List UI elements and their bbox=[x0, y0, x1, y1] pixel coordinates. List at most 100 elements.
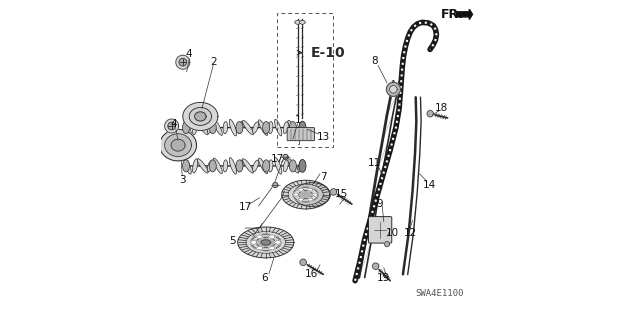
Polygon shape bbox=[294, 193, 299, 196]
Polygon shape bbox=[299, 190, 313, 199]
Polygon shape bbox=[313, 193, 318, 196]
Ellipse shape bbox=[229, 119, 237, 136]
FancyBboxPatch shape bbox=[287, 128, 315, 141]
Polygon shape bbox=[283, 154, 288, 160]
Text: SWA4E1100: SWA4E1100 bbox=[416, 289, 464, 298]
Polygon shape bbox=[282, 180, 330, 209]
Ellipse shape bbox=[300, 20, 305, 24]
Ellipse shape bbox=[213, 158, 222, 174]
Polygon shape bbox=[387, 82, 401, 96]
Text: 17: 17 bbox=[239, 202, 252, 212]
Text: 17: 17 bbox=[271, 154, 285, 164]
Polygon shape bbox=[179, 58, 187, 66]
Polygon shape bbox=[372, 263, 379, 269]
Text: 8: 8 bbox=[372, 56, 378, 66]
Ellipse shape bbox=[299, 160, 306, 172]
Ellipse shape bbox=[243, 159, 253, 173]
Ellipse shape bbox=[268, 160, 273, 172]
Ellipse shape bbox=[229, 158, 237, 174]
Polygon shape bbox=[183, 102, 218, 130]
Text: 18: 18 bbox=[435, 103, 449, 113]
Ellipse shape bbox=[236, 160, 243, 172]
Text: 2: 2 bbox=[210, 57, 216, 67]
Ellipse shape bbox=[262, 122, 269, 134]
Polygon shape bbox=[294, 187, 318, 202]
Polygon shape bbox=[252, 234, 280, 250]
Ellipse shape bbox=[288, 120, 299, 135]
Polygon shape bbox=[273, 182, 278, 188]
Polygon shape bbox=[456, 9, 472, 19]
Ellipse shape bbox=[193, 159, 198, 173]
Polygon shape bbox=[257, 247, 263, 250]
Ellipse shape bbox=[223, 122, 228, 134]
Ellipse shape bbox=[182, 122, 189, 134]
Text: 6: 6 bbox=[261, 272, 268, 283]
Ellipse shape bbox=[284, 122, 288, 134]
Ellipse shape bbox=[289, 122, 296, 134]
Polygon shape bbox=[269, 235, 275, 238]
Polygon shape bbox=[330, 189, 337, 195]
Ellipse shape bbox=[207, 160, 213, 172]
Text: E-10: E-10 bbox=[310, 46, 345, 60]
Ellipse shape bbox=[213, 120, 222, 136]
Polygon shape bbox=[298, 188, 303, 191]
Text: 16: 16 bbox=[305, 269, 318, 279]
Polygon shape bbox=[237, 227, 294, 258]
Polygon shape bbox=[427, 110, 433, 117]
Text: 19: 19 bbox=[376, 273, 390, 283]
Text: 4: 4 bbox=[170, 119, 177, 130]
Ellipse shape bbox=[184, 119, 191, 136]
Polygon shape bbox=[171, 139, 185, 151]
Polygon shape bbox=[250, 234, 281, 251]
Text: 9: 9 bbox=[377, 198, 383, 209]
Ellipse shape bbox=[253, 122, 259, 133]
Text: 5: 5 bbox=[229, 236, 236, 246]
Ellipse shape bbox=[238, 160, 243, 172]
Ellipse shape bbox=[259, 120, 268, 136]
Ellipse shape bbox=[238, 122, 243, 134]
Ellipse shape bbox=[288, 159, 299, 173]
Text: 14: 14 bbox=[422, 180, 436, 190]
Ellipse shape bbox=[289, 160, 296, 172]
Ellipse shape bbox=[262, 160, 269, 172]
Polygon shape bbox=[308, 198, 313, 201]
Polygon shape bbox=[300, 259, 307, 265]
Polygon shape bbox=[385, 241, 390, 247]
Text: 10: 10 bbox=[386, 228, 399, 238]
Polygon shape bbox=[269, 247, 275, 250]
Ellipse shape bbox=[207, 122, 213, 133]
Text: FR.: FR. bbox=[441, 8, 465, 21]
Ellipse shape bbox=[193, 121, 198, 135]
Ellipse shape bbox=[299, 121, 306, 134]
Text: 1: 1 bbox=[294, 115, 301, 125]
Text: 7: 7 bbox=[320, 172, 326, 182]
Polygon shape bbox=[195, 112, 206, 121]
Ellipse shape bbox=[197, 159, 208, 173]
Bar bbox=[277, 13, 333, 147]
Polygon shape bbox=[159, 130, 196, 161]
Ellipse shape bbox=[275, 119, 282, 136]
Ellipse shape bbox=[294, 183, 330, 206]
Polygon shape bbox=[390, 85, 397, 93]
Polygon shape bbox=[293, 187, 319, 202]
Ellipse shape bbox=[275, 158, 282, 174]
Ellipse shape bbox=[253, 160, 259, 172]
Ellipse shape bbox=[268, 122, 273, 134]
Polygon shape bbox=[308, 188, 313, 191]
Ellipse shape bbox=[298, 160, 304, 172]
Polygon shape bbox=[275, 241, 281, 244]
Ellipse shape bbox=[298, 122, 304, 133]
Polygon shape bbox=[256, 237, 275, 248]
Text: 15: 15 bbox=[335, 189, 348, 199]
Polygon shape bbox=[176, 55, 190, 69]
Polygon shape bbox=[164, 119, 179, 133]
Ellipse shape bbox=[182, 160, 189, 172]
FancyBboxPatch shape bbox=[369, 217, 392, 243]
Ellipse shape bbox=[259, 158, 268, 174]
Ellipse shape bbox=[295, 20, 301, 24]
Ellipse shape bbox=[209, 122, 216, 134]
Text: 3: 3 bbox=[179, 175, 186, 185]
Text: 12: 12 bbox=[403, 228, 417, 238]
Ellipse shape bbox=[284, 160, 288, 172]
Ellipse shape bbox=[236, 122, 243, 134]
